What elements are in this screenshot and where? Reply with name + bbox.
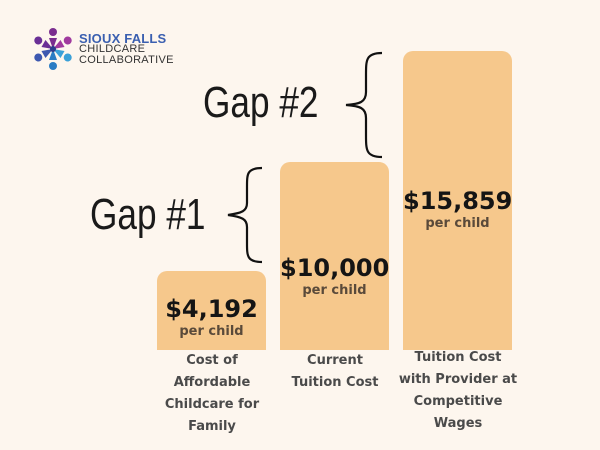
logo-title: SIOUX FALLS	[79, 31, 167, 46]
gap-1-label: Gap #1	[90, 190, 206, 239]
bar-affordable-cost: $4,192 per child	[157, 271, 266, 350]
logo-star-icon	[34, 28, 72, 70]
bar-value: $15,859	[403, 187, 513, 215]
bar-competitive-wages-tuition: $15,859 per child	[403, 51, 512, 350]
logo-subtitle-1: CHILDCARE	[79, 43, 146, 55]
brace-1-icon	[227, 166, 263, 264]
bar-unit: per child	[425, 216, 490, 231]
bar-unit: per child	[302, 283, 367, 298]
bar-value: $10,000	[280, 254, 390, 282]
bar-value: $4,192	[165, 295, 258, 323]
gap-2-label: Gap #2	[203, 78, 319, 127]
category-label-current-tuition: Current Tuition Cost	[291, 353, 379, 390]
brace-2-icon	[345, 51, 383, 159]
bar-unit: per child	[179, 324, 244, 339]
category-label-affordable-cost: Cost of Affordable Childcare for Family	[164, 353, 260, 434]
logo: SIOUX FALLS CHILDCARE COLLABORATIVE	[31, 27, 181, 75]
logo-subtitle-2: COLLABORATIVE	[79, 54, 174, 66]
category-label-competitive-wages-tuition: Tuition Cost with Provider at Competitiv…	[398, 350, 518, 431]
bar-current-tuition: $10,000 per child	[280, 162, 389, 350]
